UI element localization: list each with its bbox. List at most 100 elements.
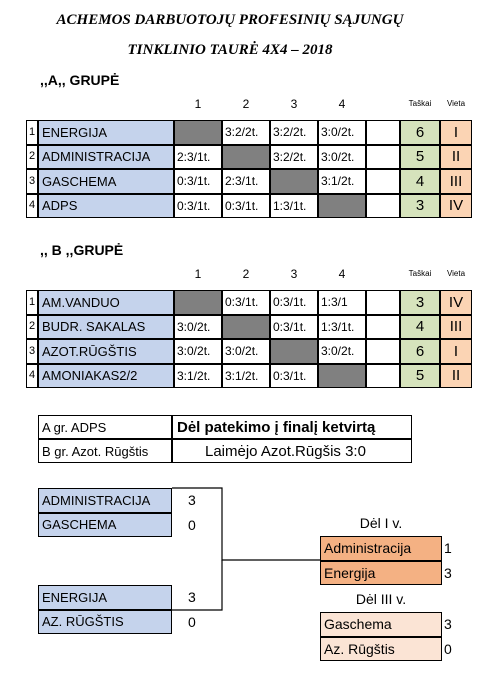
result: 3:1/2t. xyxy=(222,363,270,388)
column-header: 1 xyxy=(194,267,202,281)
column-header: Vieta xyxy=(446,269,466,278)
semifinal-team: ADMINISTRACIJA xyxy=(38,488,172,513)
result: 1:3/1t. xyxy=(270,193,318,218)
place: IV xyxy=(440,290,472,315)
row-number: 1 xyxy=(26,290,38,315)
points: 6 xyxy=(400,339,440,364)
team: BUDR. SAKALAS xyxy=(38,314,174,339)
diagonal-cell xyxy=(270,339,318,364)
spacer-cell xyxy=(366,193,400,218)
diagonal-cell xyxy=(222,314,270,339)
result: 3:0/2t. xyxy=(174,339,222,364)
final-title: Dėl III v. xyxy=(355,591,407,607)
spacer-cell xyxy=(366,363,400,388)
column-header: 2 xyxy=(242,267,250,281)
result: 1:3/1t. xyxy=(318,314,366,339)
final-team: Gaschema xyxy=(320,612,442,637)
diagonal-cell xyxy=(174,120,222,145)
column-header: 4 xyxy=(338,267,346,281)
result: 3:0/2t. xyxy=(318,339,366,364)
diagonal-cell xyxy=(222,144,270,169)
result: 2:3/1t. xyxy=(174,144,222,169)
row-number: 2 xyxy=(26,144,38,169)
spacer-cell xyxy=(366,120,400,145)
final-score: 1 xyxy=(444,540,452,557)
team: ADPS xyxy=(38,193,174,218)
diagonal-cell xyxy=(318,193,366,218)
result: 0:3/1t. xyxy=(222,290,270,315)
result: 3:0/2t. xyxy=(222,339,270,364)
column-header: 3 xyxy=(290,97,298,111)
spacer-cell xyxy=(366,314,400,339)
final-score: 0 xyxy=(444,640,452,657)
place: II xyxy=(440,363,472,388)
semifinal-team: AZ. RŪGŠTIS xyxy=(38,609,172,634)
row-number: 3 xyxy=(26,339,38,364)
points: 6 xyxy=(400,120,440,145)
place: IV xyxy=(440,193,472,218)
spacer-cell xyxy=(366,290,400,315)
result: 0:3/1t. xyxy=(270,314,318,339)
final-title: Dėl I v. xyxy=(359,515,403,531)
result: 3:2/2t. xyxy=(270,144,318,169)
row-number: 4 xyxy=(26,363,38,388)
result: 3:1/2t. xyxy=(318,169,366,194)
place: II xyxy=(440,144,472,169)
result: 0:3/1t. xyxy=(270,363,318,388)
column-header: 3 xyxy=(290,267,298,281)
column-header: Taškai xyxy=(408,99,432,108)
points: 3 xyxy=(400,290,440,315)
team: GASCHEMA xyxy=(38,169,174,194)
result: 3:2/2t. xyxy=(270,120,318,145)
result: 0:3/1t. xyxy=(222,193,270,218)
team: AM.VANDUO xyxy=(38,290,174,315)
result: 3:2/2t. xyxy=(222,120,270,145)
result: 1:3/1 xyxy=(318,290,366,315)
points: 4 xyxy=(400,169,440,194)
team: AMONIAKAS2/2 xyxy=(38,363,174,388)
column-header: 1 xyxy=(194,97,202,111)
spacer-cell xyxy=(366,339,400,364)
playoff-team: A gr. ADPS xyxy=(38,415,172,439)
points: 3 xyxy=(400,193,440,218)
title-line: ACHEMOS DARBUOTOJŲ PROFESINIŲ SĄJUNGŲ xyxy=(56,11,404,28)
semifinal-score: 3 xyxy=(188,589,196,606)
points: 4 xyxy=(400,314,440,339)
result: 3:0/2t. xyxy=(318,144,366,169)
playoff-team: B gr. Azot. Rūgštis xyxy=(38,439,172,463)
row-number: 1 xyxy=(26,120,38,145)
team: ENERGIJA xyxy=(38,120,174,145)
points: 5 xyxy=(400,363,440,388)
result: 0:3/1t. xyxy=(174,169,222,194)
group-title: ,,A,, GRUPĖ xyxy=(40,72,120,88)
row-number: 4 xyxy=(26,193,38,218)
final-score: 3 xyxy=(444,564,452,581)
points: 5 xyxy=(400,144,440,169)
final-score: 3 xyxy=(444,616,452,633)
semifinal-team: GASCHEMA xyxy=(38,512,172,537)
place: III xyxy=(440,169,472,194)
row-number: 3 xyxy=(26,169,38,194)
playoff-heading: Dėl patekimo į finalį ketvirtą xyxy=(172,415,412,439)
semifinal-score: 0 xyxy=(188,516,196,533)
group-title: ,, B ,,GRUPĖ xyxy=(40,242,124,258)
column-header: 2 xyxy=(242,97,250,111)
final-team: Administracija xyxy=(320,536,442,561)
semifinal-score: 0 xyxy=(188,613,196,630)
result: 3:1/2t. xyxy=(174,363,222,388)
diagonal-cell xyxy=(318,363,366,388)
final-team: Energija xyxy=(320,560,442,585)
place: I xyxy=(440,339,472,364)
diagonal-cell xyxy=(270,169,318,194)
semifinal-team: ENERGIJA xyxy=(38,585,172,610)
team: AZOT.RŪGŠTIS xyxy=(38,339,174,364)
diagonal-cell xyxy=(174,290,222,315)
result: 2:3/1t. xyxy=(222,169,270,194)
spacer-cell xyxy=(366,169,400,194)
column-header: Taškai xyxy=(408,269,432,278)
column-header: Vieta xyxy=(446,99,466,108)
place: I xyxy=(440,120,472,145)
result: 0:3/1t. xyxy=(270,290,318,315)
